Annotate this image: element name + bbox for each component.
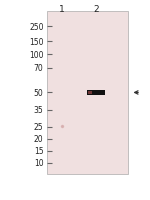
Text: 20: 20 (34, 135, 43, 143)
Text: 150: 150 (29, 38, 44, 46)
Text: 250: 250 (29, 23, 44, 31)
Text: 25: 25 (34, 123, 43, 131)
Bar (87, 90, 105, 96)
Text: 100: 100 (29, 51, 44, 59)
Text: 70: 70 (34, 64, 44, 73)
Text: 1: 1 (59, 5, 65, 13)
Text: 2: 2 (93, 5, 99, 13)
Text: 10: 10 (34, 159, 43, 167)
Text: 35: 35 (34, 106, 44, 114)
Bar (47, 12, 128, 174)
Bar (88, 92, 92, 94)
Text: 15: 15 (34, 147, 43, 155)
Text: 50: 50 (34, 89, 44, 97)
